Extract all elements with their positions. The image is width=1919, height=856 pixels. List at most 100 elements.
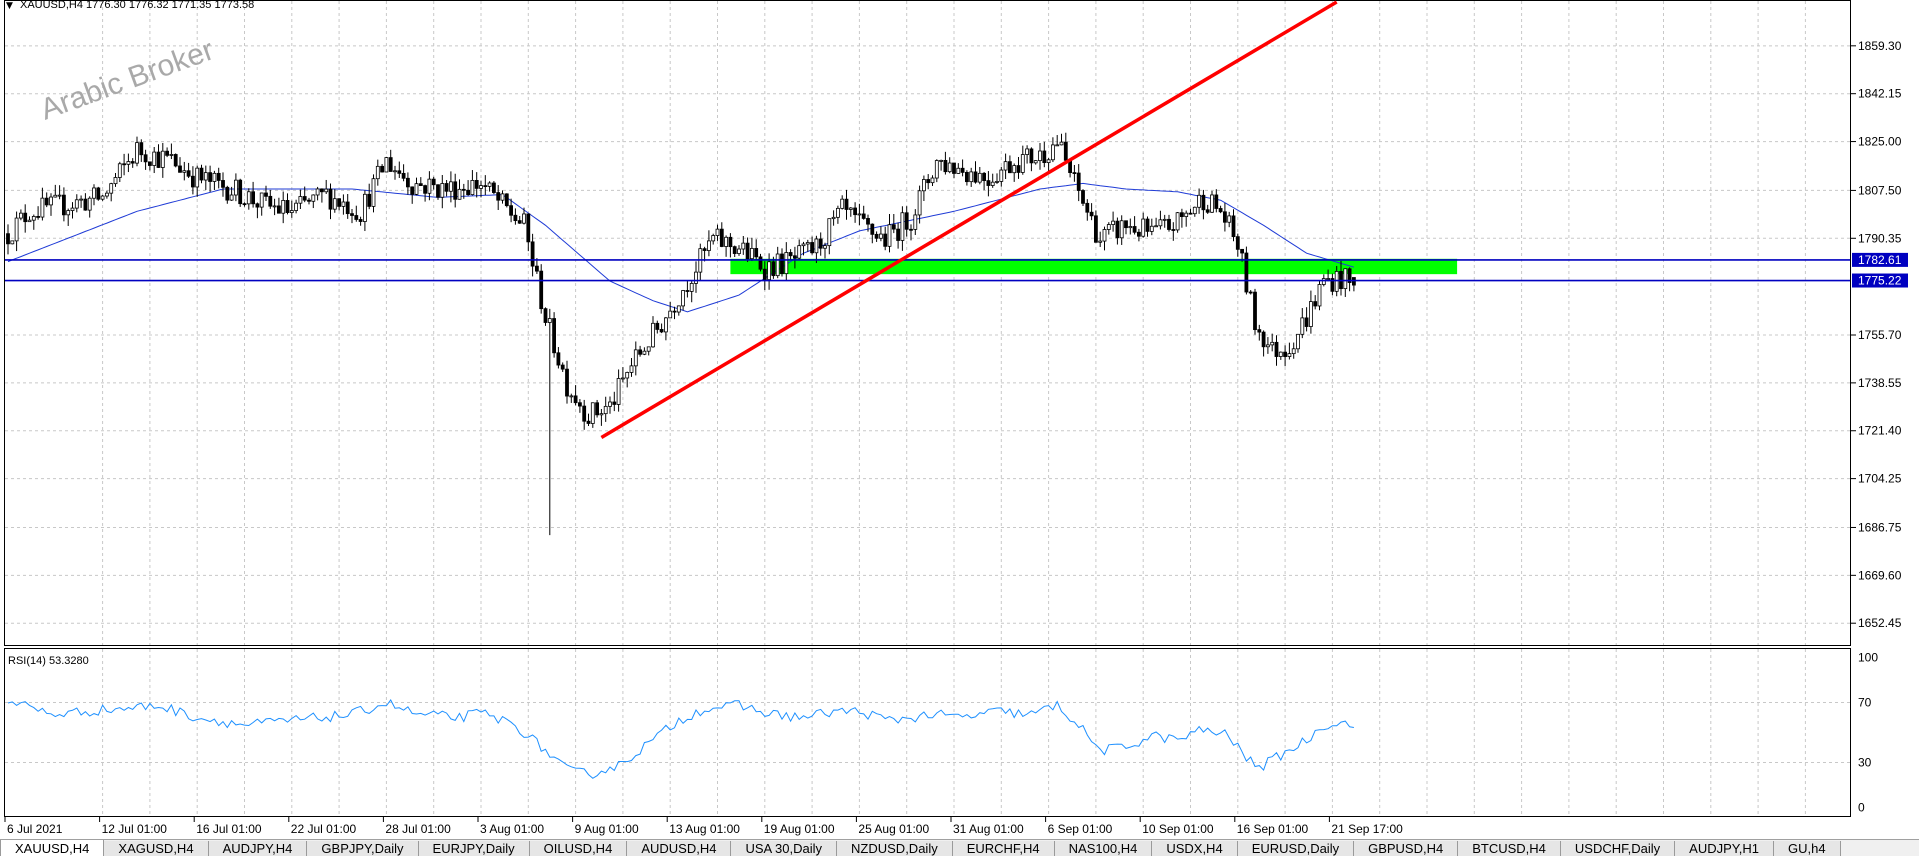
price-tick-label: 1755.70: [1858, 328, 1902, 342]
candle: [685, 280, 690, 298]
candle: [573, 385, 578, 406]
candle: [1033, 160, 1038, 165]
candle: [1253, 288, 1257, 335]
chart-tab[interactable]: AUDJPY,H4: [208, 841, 308, 856]
chart-tab[interactable]: USDCHF,Daily: [1560, 841, 1676, 856]
candle: [1266, 337, 1270, 354]
candle: [517, 216, 522, 224]
candle: [844, 189, 849, 220]
chart-tab[interactable]: EURUSD,Daily: [1237, 841, 1355, 856]
candle: [500, 190, 505, 204]
candle: [100, 194, 105, 201]
time-tick-label: 31 Aug 01:00: [953, 822, 1024, 836]
candle: [1141, 212, 1146, 238]
candle: [922, 175, 926, 202]
candle: [242, 202, 247, 207]
chart-tab[interactable]: XAGUSD,H4: [104, 841, 209, 856]
candle: [621, 367, 625, 383]
chart-tab[interactable]: USA 30,Daily: [731, 841, 838, 856]
chart-tab[interactable]: NAS100,H4: [1054, 841, 1153, 856]
candle: [453, 173, 458, 208]
candle: [79, 195, 83, 208]
candle: [212, 170, 217, 191]
candle: [952, 162, 956, 179]
chart-tab[interactable]: EURCHF,H4: [952, 841, 1055, 856]
candle: [1317, 280, 1322, 311]
candle: [36, 206, 40, 220]
chart-tab[interactable]: EURJPY,Daily: [418, 841, 530, 856]
candle: [474, 172, 479, 198]
chart-tab[interactable]: BTCUSD,H4: [1458, 841, 1561, 856]
candle: [444, 179, 449, 197]
candle: [251, 181, 256, 208]
support-zone[interactable]: [730, 258, 1458, 275]
candle: [659, 323, 664, 334]
chart-tab[interactable]: GBPJPY,Daily: [307, 841, 419, 856]
main-pane[interactable]: [4, 0, 1851, 646]
candle: [31, 214, 36, 230]
chart-tab[interactable]: NZDUSD,Daily: [837, 841, 953, 856]
candle: [1162, 214, 1167, 228]
candle: [268, 189, 273, 209]
candle: [986, 171, 991, 197]
candle: [1154, 217, 1158, 228]
candle: [797, 239, 802, 260]
candle: [737, 245, 741, 256]
candle: [1304, 307, 1309, 332]
candle: [513, 208, 518, 225]
chart-tab[interactable]: GBPUSD,H4: [1354, 841, 1459, 856]
candle: [1167, 214, 1171, 232]
candle: [1188, 208, 1193, 215]
trendline[interactable]: [600, 0, 1338, 439]
candle: [702, 246, 707, 262]
candle: [122, 153, 126, 176]
dropdown-arrow-icon[interactable]: ▼: [6, 1, 13, 11]
chart-tab[interactable]: AUDJPY,H1: [1675, 841, 1774, 856]
candle: [741, 236, 746, 255]
candle: [272, 198, 277, 216]
candle: [1184, 210, 1189, 227]
candle: [414, 177, 419, 196]
candle: [848, 207, 853, 217]
rsi-pane[interactable]: [4, 648, 1851, 817]
moving-average-line[interactable]: [7, 182, 1355, 313]
rsi-level-label: 30: [1858, 756, 1872, 770]
candle: [823, 242, 827, 259]
candle: [1137, 228, 1141, 242]
candle: [504, 193, 509, 208]
chart-tab[interactable]: USDX,H4: [1152, 841, 1238, 856]
candle: [1261, 330, 1266, 357]
candle: [913, 209, 918, 235]
candle: [1089, 203, 1094, 221]
chart-tab[interactable]: AUDUSD,H4: [627, 841, 732, 856]
time-tick-label: 10 Sep 01:00: [1142, 822, 1214, 836]
candle: [732, 245, 737, 258]
candle: [1124, 220, 1128, 235]
candle: [762, 261, 767, 291]
time-tick-label: 9 Aug 01:00: [575, 822, 639, 836]
candle: [788, 249, 793, 261]
candle: [27, 216, 32, 223]
candle: [582, 399, 587, 430]
candle: [117, 161, 122, 183]
candle: [139, 139, 144, 162]
candle: [939, 159, 943, 171]
candle: [126, 153, 131, 173]
candle: [836, 205, 840, 224]
candle: [1111, 211, 1115, 232]
candle: [487, 181, 492, 192]
candle: [229, 186, 234, 201]
candle: [1287, 342, 1292, 360]
chart-tab[interactable]: OILUSD,H4: [529, 841, 628, 856]
candle: [750, 237, 754, 262]
time-tick-label: 6 Jul 2021: [7, 822, 63, 836]
time-tick-label: 22 Jul 01:00: [291, 822, 357, 836]
candle: [960, 159, 965, 177]
candle: [990, 173, 995, 188]
rsi-line[interactable]: [7, 699, 1354, 779]
chart-tab[interactable]: XAUUSD,H4: [0, 840, 105, 856]
chart-tab[interactable]: GU,h4: [1774, 841, 1841, 856]
candle: [1278, 351, 1283, 360]
candle: [1313, 295, 1318, 310]
